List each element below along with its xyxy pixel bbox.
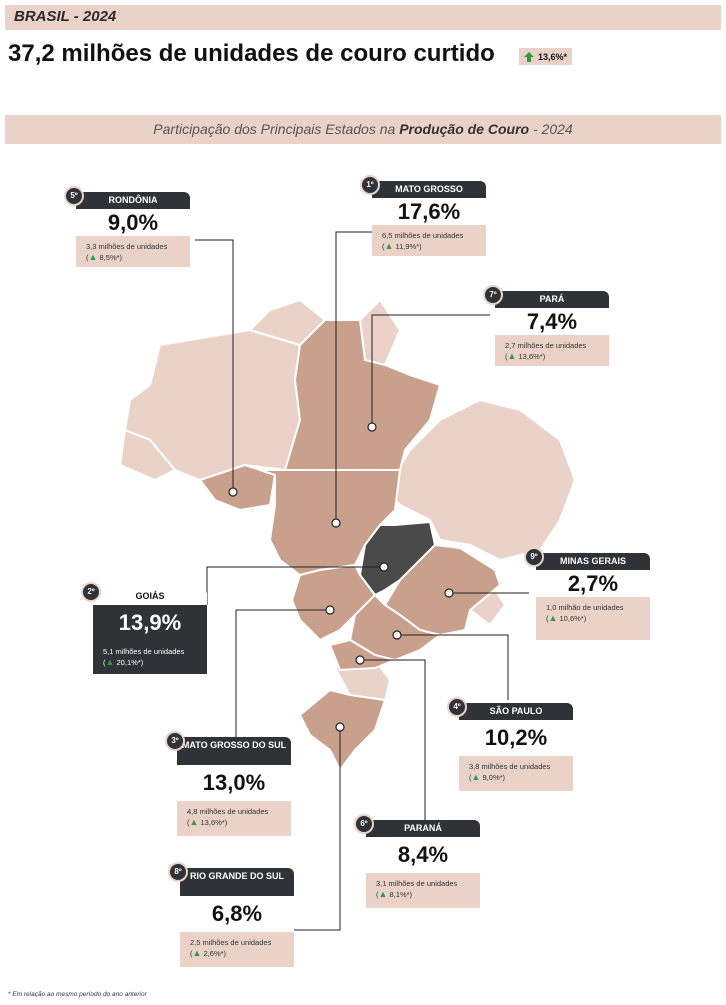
growth-text: 20,1%* xyxy=(116,658,141,667)
state-ap xyxy=(358,298,402,367)
headline: 37,2 milhões de unidades de couro curtid… xyxy=(8,40,495,67)
rank-badge: 3º xyxy=(165,731,185,751)
rank-badge: 5º xyxy=(64,186,84,206)
growth-text: 13,6%* xyxy=(518,352,543,361)
state-name: MATO GROSSO xyxy=(372,181,486,198)
state-ac xyxy=(118,428,177,482)
details: 2,7 milhões de unidades (▲ 13,6%*) xyxy=(495,335,609,366)
rank-badge: 9º xyxy=(524,547,544,567)
rank-badge: 1º xyxy=(360,175,380,195)
rank-badge: 6º xyxy=(354,814,374,834)
subtitle-bold: Produção de Couro xyxy=(399,121,530,137)
growth-text: 10,6%* xyxy=(559,614,584,623)
share-value: 6,8% xyxy=(180,896,294,932)
state-name: PARÁ xyxy=(495,291,609,308)
arrow-up-icon: ▲ xyxy=(189,817,199,827)
growth-value: 13,6%* xyxy=(538,51,568,62)
arrow-up-icon: ▲ xyxy=(88,252,98,262)
footnote: * Em relação ao mesmo período do ano ant… xyxy=(8,991,147,998)
units-text: 3,8 milhões de unidades xyxy=(469,762,551,771)
share-value: 7,4% xyxy=(495,308,609,335)
units-text: 5,1 milhões de unidades xyxy=(103,647,185,656)
arrow-up-icon: ▲ xyxy=(384,241,394,251)
share-value: 8,4% xyxy=(366,837,480,873)
share-value: 9,0% xyxy=(76,209,190,236)
state-pa xyxy=(283,319,442,471)
region-title: BRASIL - 2024 xyxy=(14,8,117,25)
share-value: 2,7% xyxy=(536,570,650,597)
arrow-up-icon: ▲ xyxy=(548,613,558,623)
growth-text: 2,6%* xyxy=(203,949,224,958)
units-text: 4,8 milhões de unidades xyxy=(187,807,269,816)
state-name: RONDÔNIA xyxy=(76,192,190,209)
state-name: MATO GROSSO DO SUL xyxy=(177,737,291,765)
state-name: RIO GRANDE DO SUL xyxy=(180,868,294,896)
arrow-up-icon: ▲ xyxy=(471,772,481,782)
growth-text: 8,1%* xyxy=(389,890,410,899)
arrow-up-icon: ▲ xyxy=(507,351,517,361)
chart-subtitle: Participação dos Principais Estados na P… xyxy=(5,115,721,144)
units-text: 2,5 milhões de unidades xyxy=(190,938,272,947)
growth-text: 9,0%* xyxy=(482,773,503,782)
details: 3,3 milhões de unidades (▲ 8,5%*) xyxy=(76,236,190,267)
details: 3,8 milhões de unidades (▲ 9,0%*) xyxy=(459,756,573,791)
share-value: 13,9% xyxy=(93,605,207,641)
details: 3,1 milhões de unidades (▲ 8,1%*) xyxy=(366,873,480,908)
units-text: 6,5 milhões de unidades xyxy=(382,231,464,240)
share-value: 17,6% xyxy=(372,198,486,225)
connector-lines xyxy=(195,231,529,931)
details: 5,1 milhões de unidades (▲ 20,1%*) xyxy=(93,641,207,674)
rank-badge: 4º xyxy=(447,697,467,717)
arrow-up-icon xyxy=(524,51,534,62)
details: 4,8 milhões de unidades (▲ 13,6%*) xyxy=(177,801,291,836)
state-name: PARANÁ xyxy=(366,820,480,837)
units-text: 3,1 milhões de unidades xyxy=(376,879,458,888)
rank-badge: 2º xyxy=(81,582,101,602)
details: 2,5 milhões de unidades (▲ 2,6%*) xyxy=(180,932,294,967)
growth-text: 8,5%* xyxy=(99,253,120,262)
state-name: SÃO PAULO xyxy=(459,703,573,720)
growth-text: 11,9%* xyxy=(395,242,420,251)
rank-badge: 8º xyxy=(168,862,188,882)
subtitle-suffix: - 2024 xyxy=(529,121,573,137)
state-name: GOIÁS xyxy=(93,588,207,605)
share-value: 13,0% xyxy=(177,765,291,801)
arrow-up-icon: ▲ xyxy=(378,889,388,899)
state-name: MINAS GERAIS xyxy=(536,553,650,570)
units-text: 2,7 milhões de unidades xyxy=(505,341,587,350)
top-title-bar: BRASIL - 2024 xyxy=(5,5,721,30)
units-text: 3,3 milhões de unidades xyxy=(86,242,168,251)
location-dots xyxy=(228,422,454,732)
subtitle-prefix: Participação dos Principais Estados na xyxy=(153,121,400,137)
growth-badge: 13,6%* xyxy=(519,48,573,65)
state-ro xyxy=(198,463,277,512)
units-text: 1,0 milhão de unidades xyxy=(546,603,624,612)
arrow-up-icon: ▲ xyxy=(192,948,202,958)
arrow-up-icon: ▲ xyxy=(105,657,115,667)
rank-badge: 7º xyxy=(483,285,503,305)
details: 1,0 milhão de unidades (▲ 10,6%*) xyxy=(536,597,650,640)
details: 6,5 milhões de unidades (▲ 11,9%*) xyxy=(372,225,486,256)
growth-text: 13,6%* xyxy=(200,818,225,827)
share-value: 10,2% xyxy=(459,720,573,756)
